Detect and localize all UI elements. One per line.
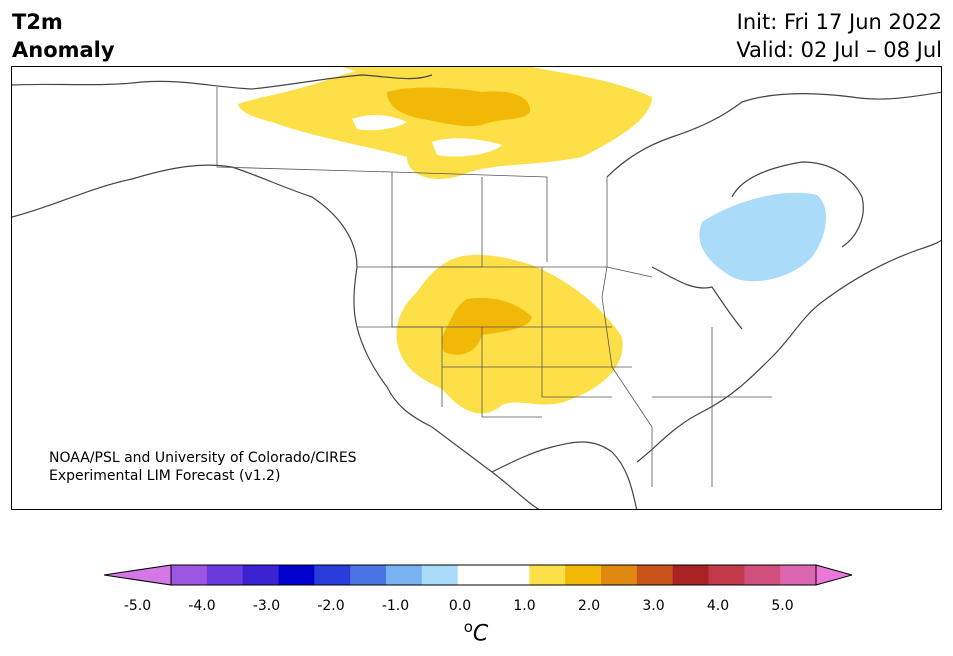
title-line-2: Anomaly <box>12 38 115 62</box>
unit-letter: C <box>472 621 489 647</box>
colorbar-cell <box>601 565 638 585</box>
warm-anomaly-north <box>238 67 652 179</box>
colorbar-cell <box>206 565 244 585</box>
colorbar-cell <box>242 565 279 585</box>
credit-line-1: NOAA/PSL and University of Colorado/CIRE… <box>49 450 357 466</box>
colorbar-cell <box>636 565 674 585</box>
colorbar-tick-label: 4.0 <box>706 598 730 614</box>
colorbar-cell <box>672 565 709 585</box>
credit-text: NOAA/PSL and University of Colorado/CIRE… <box>49 449 357 485</box>
colorbar-tick-label: 1.0 <box>513 598 536 614</box>
colorbar-extend-high <box>815 564 852 586</box>
colorbar-tick-label: -2.0 <box>317 598 345 614</box>
cool-anomaly-east <box>699 192 827 282</box>
colorbar-cell <box>708 565 745 585</box>
unit-superscript: o <box>463 618 473 636</box>
init-date: Init: Fri 17 Jun 2022 <box>736 10 942 34</box>
colorbar-cell <box>744 565 781 585</box>
colorbar-tick-label: -4.0 <box>188 598 216 614</box>
colorbar-tick-label: -5.0 <box>123 598 152 614</box>
colorbar-frame <box>170 564 817 586</box>
colorbar-cell <box>314 565 351 585</box>
colorbar-cell <box>493 565 530 585</box>
colorbar-cell <box>529 565 566 585</box>
colorbar-cell <box>171 565 208 585</box>
colorbar-cell <box>386 565 423 585</box>
colorbar-tick-label: -3.0 <box>252 598 281 614</box>
colorbar-tick-label: 5.0 <box>771 598 794 614</box>
colorbar-tick-label: 3.0 <box>642 598 665 614</box>
credit-line-2: Experimental LIM Forecast (v1.2) <box>49 468 281 484</box>
coastlines <box>12 74 941 509</box>
colorbar-cell <box>780 565 817 585</box>
title-line-1: T2m <box>12 10 63 34</box>
colorbar-cells <box>104 564 852 586</box>
colorbar-cell <box>350 565 387 585</box>
map-svg <box>12 67 941 509</box>
valid-date: Valid: 02 Jul – 08 Jul <box>736 38 942 62</box>
colorbar-tick-label: 2.0 <box>577 598 601 614</box>
map-title: T2m Anomaly <box>12 8 115 64</box>
forecast-dates: Init: Fri 17 Jun 2022 Valid: 02 Jul – 08… <box>736 8 942 64</box>
colorbar-cell <box>565 565 602 585</box>
colorbar-cell <box>421 565 459 585</box>
unit-label: oC <box>464 618 489 646</box>
colorbar-tick-label: 0.0 <box>448 598 472 614</box>
political-borders <box>216 87 772 487</box>
colorbar-cell <box>278 565 315 585</box>
colorbar <box>104 564 852 586</box>
colorbar-extend-low <box>104 564 172 586</box>
colorbar-cell <box>457 565 494 585</box>
warm-anomaly-west <box>396 254 623 414</box>
colorbar-tick-label: -1.0 <box>381 598 410 614</box>
anomaly-map[interactable] <box>11 66 942 510</box>
